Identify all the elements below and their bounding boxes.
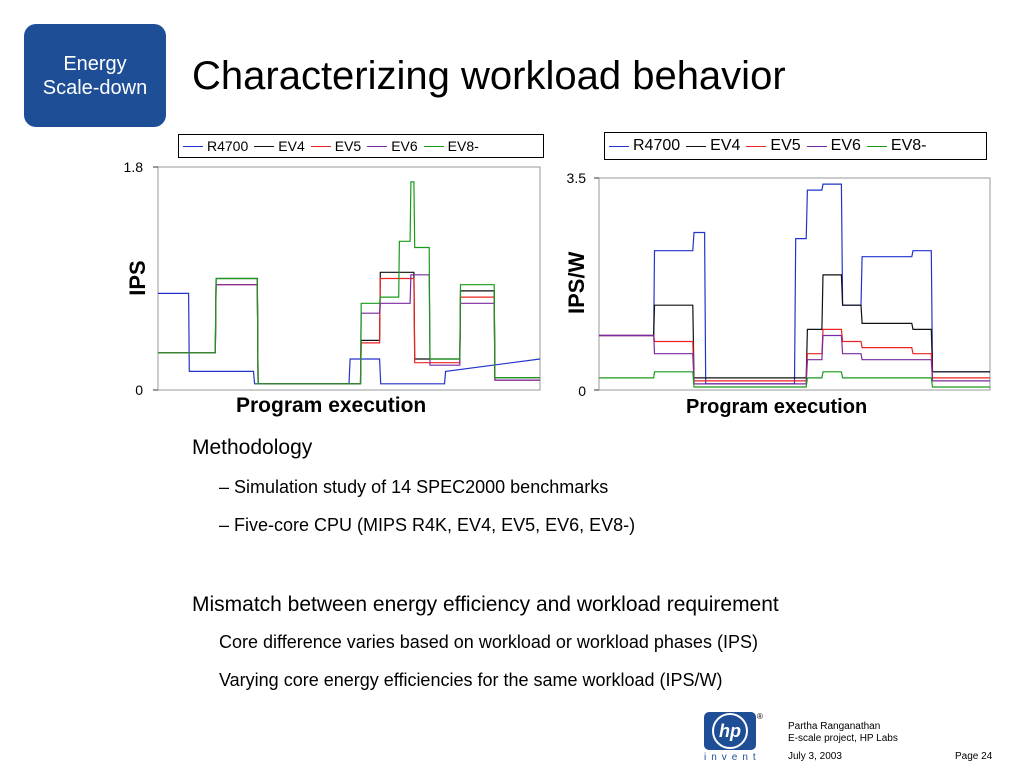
series-line-ev8-chart1 — [599, 371, 990, 388]
legend-item-ev8: EV8- — [423, 138, 479, 154]
legend-item-ev5: EV5 — [746, 137, 801, 155]
ipsw-x-axis-label: Program execution — [686, 396, 868, 418]
legend-item-ev6: EV6 — [367, 138, 418, 154]
legend-label: EV6 — [391, 138, 418, 154]
legend-label: EV6 — [830, 137, 861, 154]
hp-tagline: invent — [704, 752, 761, 763]
legend-label: EV4 — [710, 137, 741, 154]
legend-label: EV8- — [890, 137, 927, 154]
ips-y-tick-max: 1.8 — [123, 159, 143, 175]
legend-ipsw-chart: R4700 EV4 EV5 EV6 EV8- — [604, 132, 987, 160]
legend-label: EV4 — [278, 138, 305, 154]
legend-label: R4700 — [633, 137, 681, 154]
legend-swatch — [367, 145, 388, 147]
legend-label: EV5 — [334, 138, 362, 154]
legend-ips-chart: R4700 EV4 EV5 EV6 EV8- — [178, 134, 544, 158]
legend-item-r4700: R4700 — [609, 137, 680, 155]
hp-logo-mark: hp — [712, 713, 748, 749]
legend-item-r4700: R4700 — [183, 138, 248, 154]
ips-y-tick-min: 0 — [135, 382, 143, 398]
legend-swatch — [609, 145, 629, 147]
ipsw-axis-label: IPS/W — [564, 251, 589, 314]
hp-logo: hp — [704, 712, 756, 750]
legend-swatch — [686, 145, 707, 147]
legend-label: EV8- — [447, 138, 479, 154]
series-line-ev5-chart1 — [599, 328, 990, 382]
legend-swatch — [310, 145, 331, 147]
legend-swatch — [806, 145, 827, 147]
mismatch-item-2: Varying core energy efficiencies for the… — [219, 670, 723, 690]
ipsw-y-tick-min: 0 — [578, 383, 586, 399]
ipsw-y-tick-max: 3.5 — [566, 170, 586, 186]
footer-date: July 3, 2003 — [788, 751, 842, 762]
legend-item-ev6: EV6 — [806, 137, 861, 155]
ips-x-axis-label: Program execution — [236, 394, 427, 417]
section-badge: Energy Scale-down — [24, 24, 166, 127]
ips-axis-label: IPS — [125, 260, 150, 296]
legend-swatch — [183, 145, 203, 147]
series-line-ev6-chart0 — [158, 274, 540, 385]
methodology-item-2: – Five-core CPU (MIPS R4K, EV4, EV5, EV6… — [219, 515, 636, 535]
plot-frame-0 — [157, 166, 541, 391]
series-line-r4700-chart0 — [158, 292, 541, 385]
legend-swatch — [866, 145, 887, 147]
plot-frame-1 — [598, 177, 991, 391]
series-line-r4700-chart1 — [599, 183, 990, 385]
legend-item-ev4: EV4 — [686, 137, 740, 155]
legend-swatch — [254, 145, 275, 147]
footer-page: Page 24 — [955, 751, 993, 762]
legend-item-ev4: EV4 — [254, 138, 305, 154]
methodology-heading: Methodology — [192, 436, 313, 459]
legend-swatch — [423, 145, 444, 147]
legend-label: EV5 — [770, 137, 801, 154]
series-line-ev4-chart1 — [599, 274, 990, 379]
mismatch-item-1: Core difference varies based on workload… — [219, 632, 758, 652]
legend-swatch — [746, 145, 767, 147]
footer-project: E-scale project, HP Labs — [788, 733, 898, 744]
series-line-ev8-chart0 — [158, 181, 540, 385]
mismatch-heading: Mismatch between energy efficiency and w… — [192, 593, 779, 616]
footer-author: Partha Ranganathan — [788, 721, 881, 732]
badge-line-2: Scale-down — [42, 76, 148, 99]
legend-item-ev8: EV8- — [866, 137, 927, 155]
slide-title: Characterizing workload behavior — [192, 54, 786, 98]
legend-label: R4700 — [207, 138, 249, 154]
legend-item-ev5: EV5 — [310, 138, 362, 154]
registered-mark: ® — [757, 712, 763, 721]
series-line-ev6-chart1 — [599, 334, 990, 385]
methodology-item-1: – Simulation study of 14 SPEC2000 benchm… — [219, 477, 609, 497]
hp-logo-text: hp — [719, 720, 741, 741]
badge-line-1: Energy — [63, 52, 127, 75]
